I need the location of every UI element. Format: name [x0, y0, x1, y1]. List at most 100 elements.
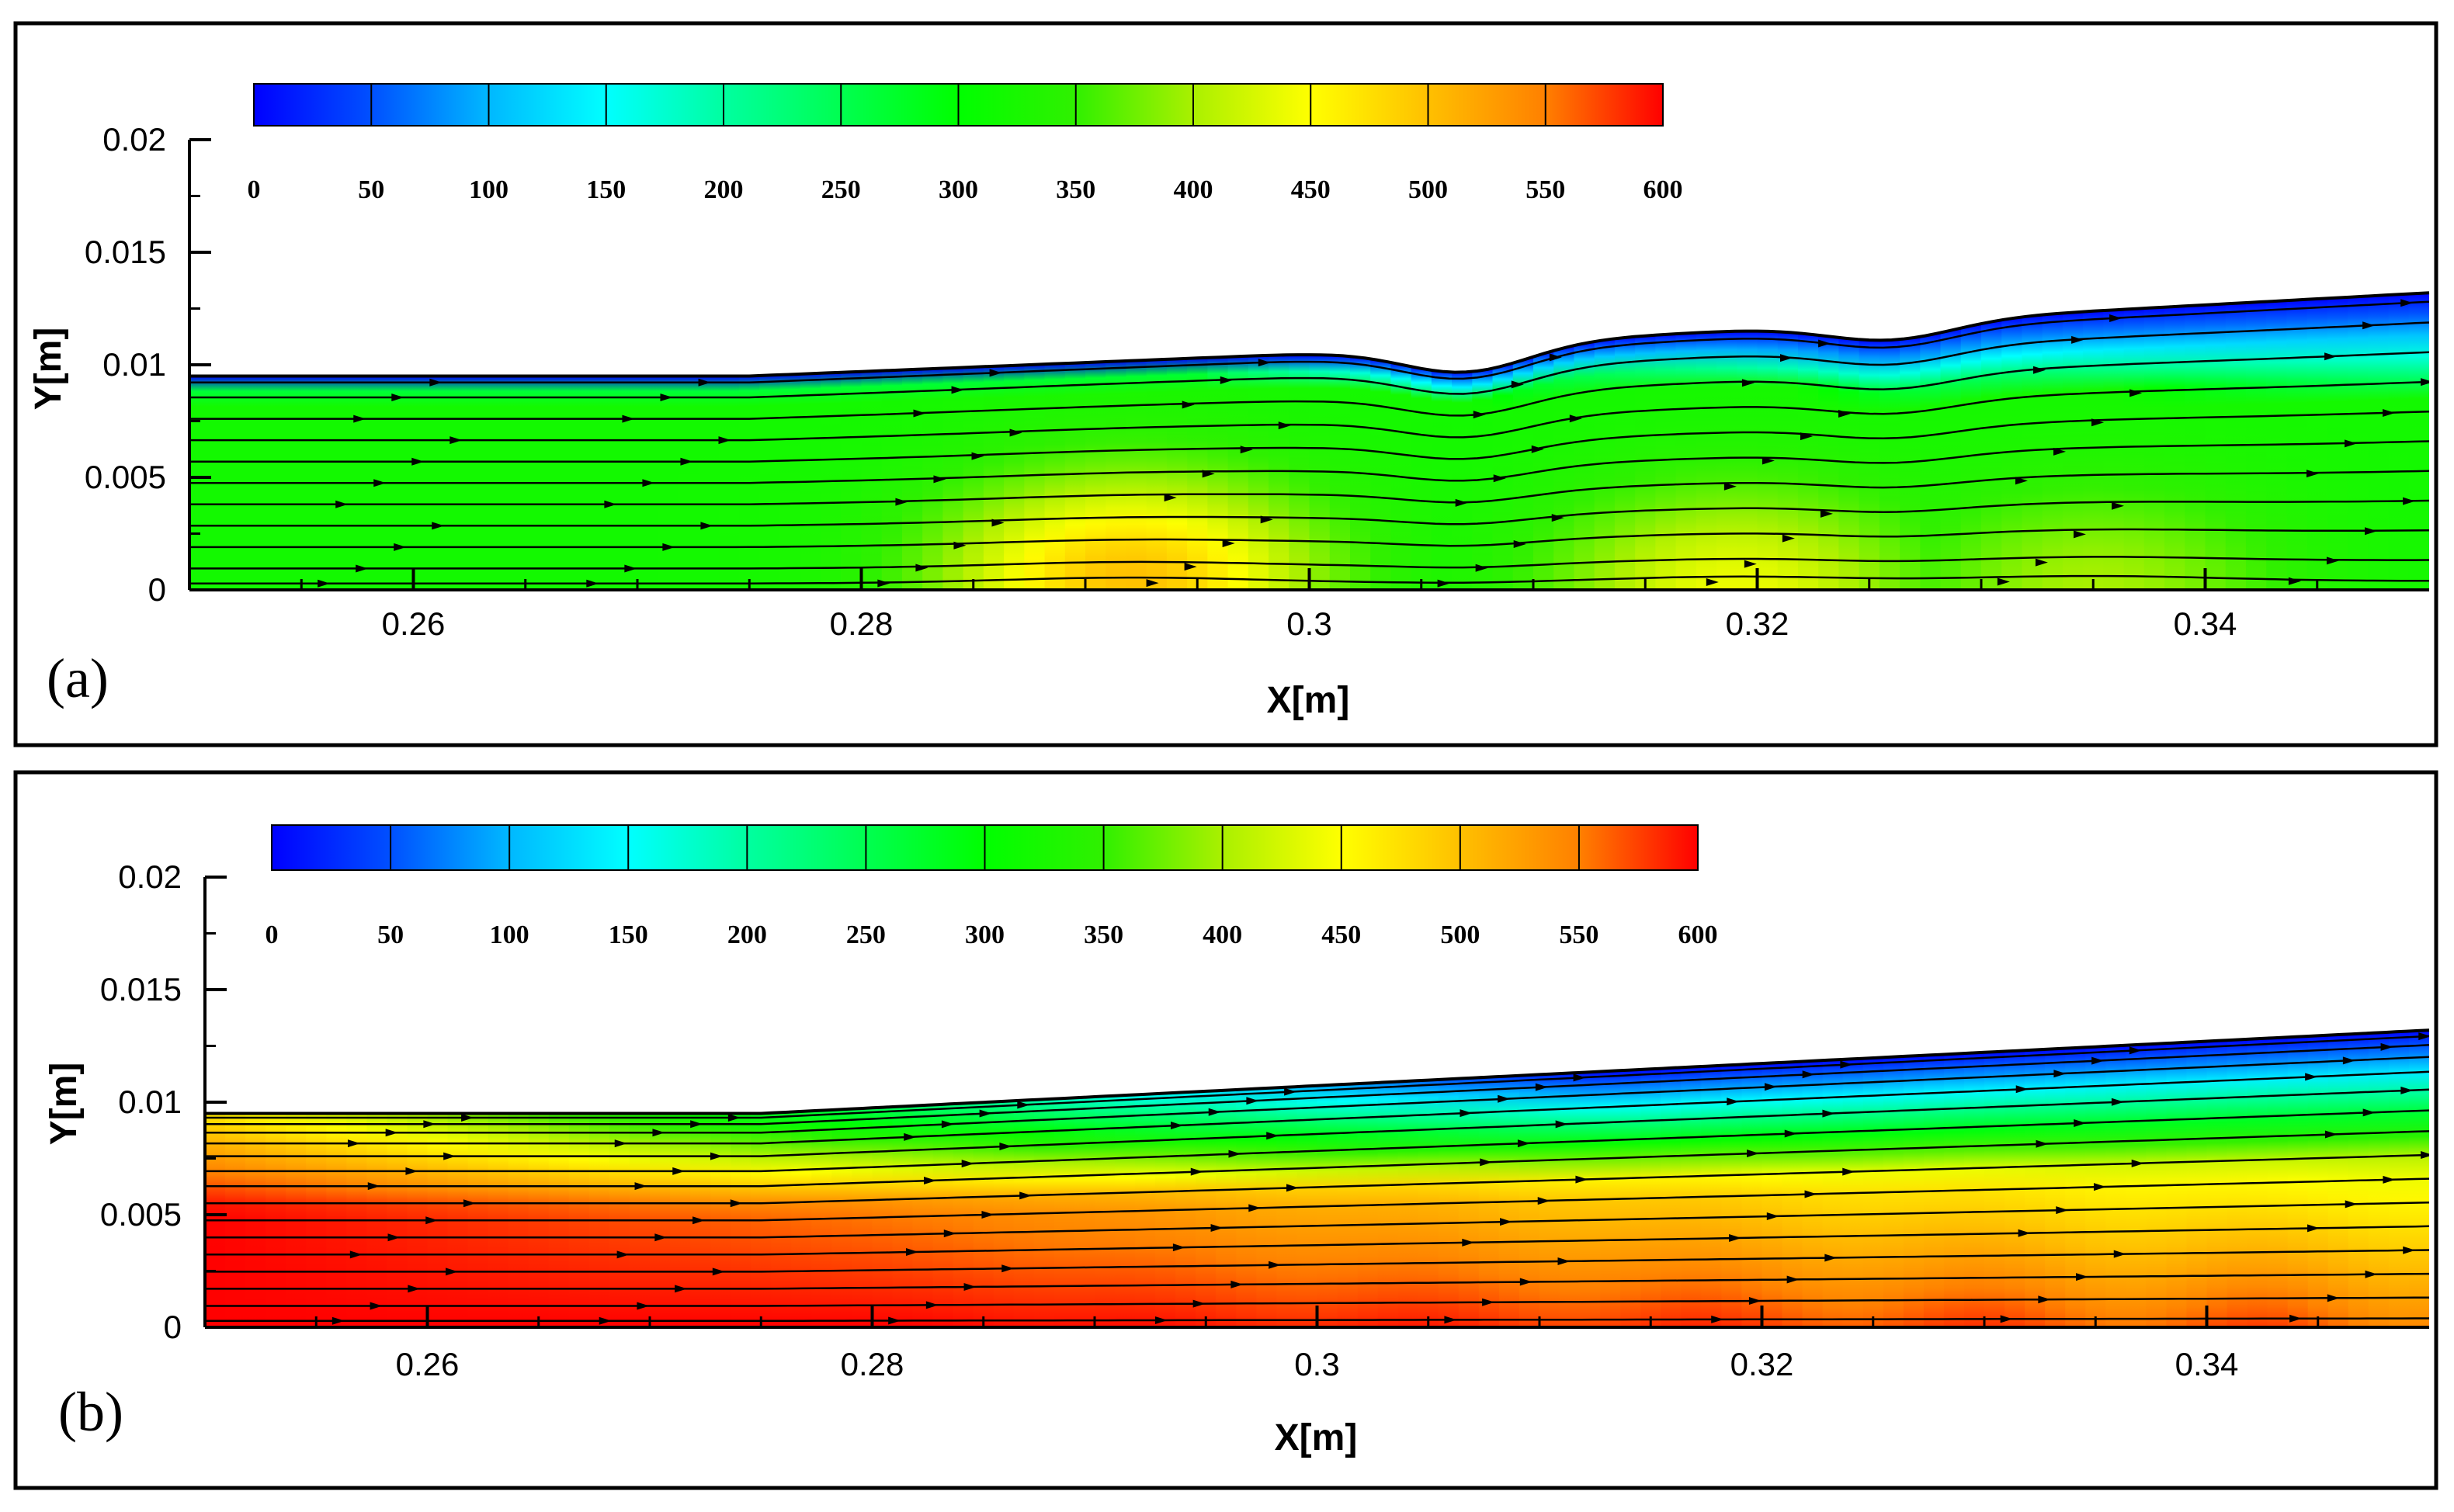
panel-b-contour-field [205, 1030, 2429, 1327]
streamline-arrow [1513, 540, 1526, 549]
contour-column [1004, 365, 1026, 590]
streamline-arrow [1820, 509, 1833, 518]
streamline-arrow [963, 1282, 977, 1291]
colorbar-tick-label: 150 [586, 175, 626, 204]
panel-b-x-axis-title: X[m] [1275, 1417, 1358, 1458]
colorbar-tick-label: 150 [609, 921, 648, 949]
x-tick-label: 0.26 [396, 1346, 460, 1382]
streamline-arrow [373, 479, 387, 487]
streamline-arrow [634, 1182, 647, 1191]
colorbar-tick-label: 350 [1084, 921, 1123, 949]
streamline-arrow [1260, 515, 1273, 524]
streamline-arrow [2129, 1046, 2142, 1055]
contour-column [1940, 328, 1962, 590]
streamline-arrow [979, 1109, 992, 1118]
streamline-arrow [961, 1160, 974, 1168]
streamline-arrow [2342, 1056, 2355, 1065]
streamline-arrow [2418, 1032, 2429, 1041]
contour-column [1146, 359, 1168, 590]
contour-column [2001, 317, 2023, 590]
streamline-arrow [1286, 1184, 1299, 1192]
streamline-arrow [2091, 1056, 2105, 1065]
streamline-arrow [1800, 432, 1813, 441]
streamline-arrow [1818, 339, 1831, 348]
streamline-arrow [1480, 1158, 1493, 1167]
streamline-arrow [443, 1152, 456, 1160]
streamline-arrow [675, 1285, 688, 1293]
streamline-arrow [888, 1316, 901, 1325]
streamline-arrow [1192, 1299, 1206, 1308]
streamline-arrow [2073, 530, 2086, 539]
streamline-arrow [1230, 1280, 1244, 1288]
streamline-arrow [672, 1167, 686, 1175]
streamline-arrow [461, 1114, 474, 1122]
streamline-arrow [923, 1176, 936, 1184]
streamline [205, 1296, 2429, 1307]
streamline [205, 1035, 2429, 1119]
streamline [189, 528, 2429, 549]
streamline-arrow [642, 479, 655, 487]
streamline-arrow [1729, 1234, 1742, 1243]
contour-column [1044, 363, 1066, 590]
streamline-arrow [2015, 1085, 2029, 1094]
contour-column [1920, 332, 1942, 590]
streamline-arrow [1551, 514, 1564, 522]
colorbar-tick-label: 0 [266, 921, 279, 949]
contour-column [1106, 360, 1127, 590]
panel-b-y-axis-title: Y[m] [43, 1063, 85, 1146]
panel-a-label: (a) [47, 647, 109, 709]
contour-column [1248, 355, 1269, 590]
contour-column [1655, 334, 1677, 590]
streamline-arrow [1444, 1316, 1457, 1324]
panel-b-axes: 0 0.005 0.01 0.015 0.02 0.26 0.28 0.3 0.32 0.34 [100, 858, 2429, 1382]
streamline [189, 380, 2429, 442]
streamline-arrow [405, 1167, 418, 1175]
panel-a-wall [189, 291, 2430, 378]
contour-column [1614, 336, 1636, 590]
streamline-arrow [1727, 1098, 1740, 1106]
streamline-arrow [877, 579, 890, 588]
panel-b-frame [13, 770, 2438, 1490]
streamline-arrow [999, 1143, 1012, 1151]
contour-column [1696, 331, 1717, 590]
streamline-arrow [1001, 1264, 1015, 1273]
streamline-arrow [915, 564, 928, 572]
streamline [189, 321, 2429, 399]
streamline-arrow [1766, 1212, 1779, 1220]
streamline-arrow [2324, 1130, 2338, 1139]
streamline-arrow [1519, 1278, 1532, 1286]
panel-a-streamlines [189, 299, 2429, 588]
streamline-arrow [1706, 578, 1719, 587]
y-tick-label: 0 [164, 1309, 182, 1345]
streamline-arrow [446, 1268, 459, 1276]
x-tick-label: 0.34 [2175, 1346, 2239, 1382]
streamline [189, 556, 2429, 570]
contour-column [1289, 355, 1310, 590]
panel-b-colorbar-dividers [390, 825, 1580, 870]
streamline-arrow [1266, 1132, 1279, 1140]
streamline-arrow [1182, 401, 1195, 409]
streamline-arrow [2403, 1246, 2416, 1254]
streamline [189, 351, 2429, 420]
streamline [205, 1044, 2429, 1125]
contour-column [1085, 362, 1107, 590]
streamline-arrow [1575, 1175, 1588, 1184]
contour-column [1635, 335, 1657, 590]
x-tick-label: 0.3 [1294, 1346, 1339, 1382]
colorbar-tick-label: 300 [965, 921, 1005, 949]
streamline [189, 300, 2429, 384]
streamline-arrow [331, 1316, 345, 1325]
contour-column [2225, 303, 2247, 590]
streamline-arrow [1258, 359, 1271, 367]
streamline-arrow [2111, 501, 2124, 510]
streamline-arrow [943, 1229, 956, 1238]
streamline-arrow [727, 1114, 741, 1122]
streamline-arrow [1784, 1129, 1797, 1138]
x-tick-label: 0.34 [2174, 605, 2237, 642]
streamline-arrow [1246, 1097, 1259, 1105]
panel-a-y-axis-title: Y[m] [28, 328, 69, 411]
streamline-arrow [2383, 409, 2396, 418]
streamline-arrow [1569, 414, 1582, 423]
streamline-arrow [1222, 539, 1235, 547]
contour-column [2083, 310, 2105, 590]
